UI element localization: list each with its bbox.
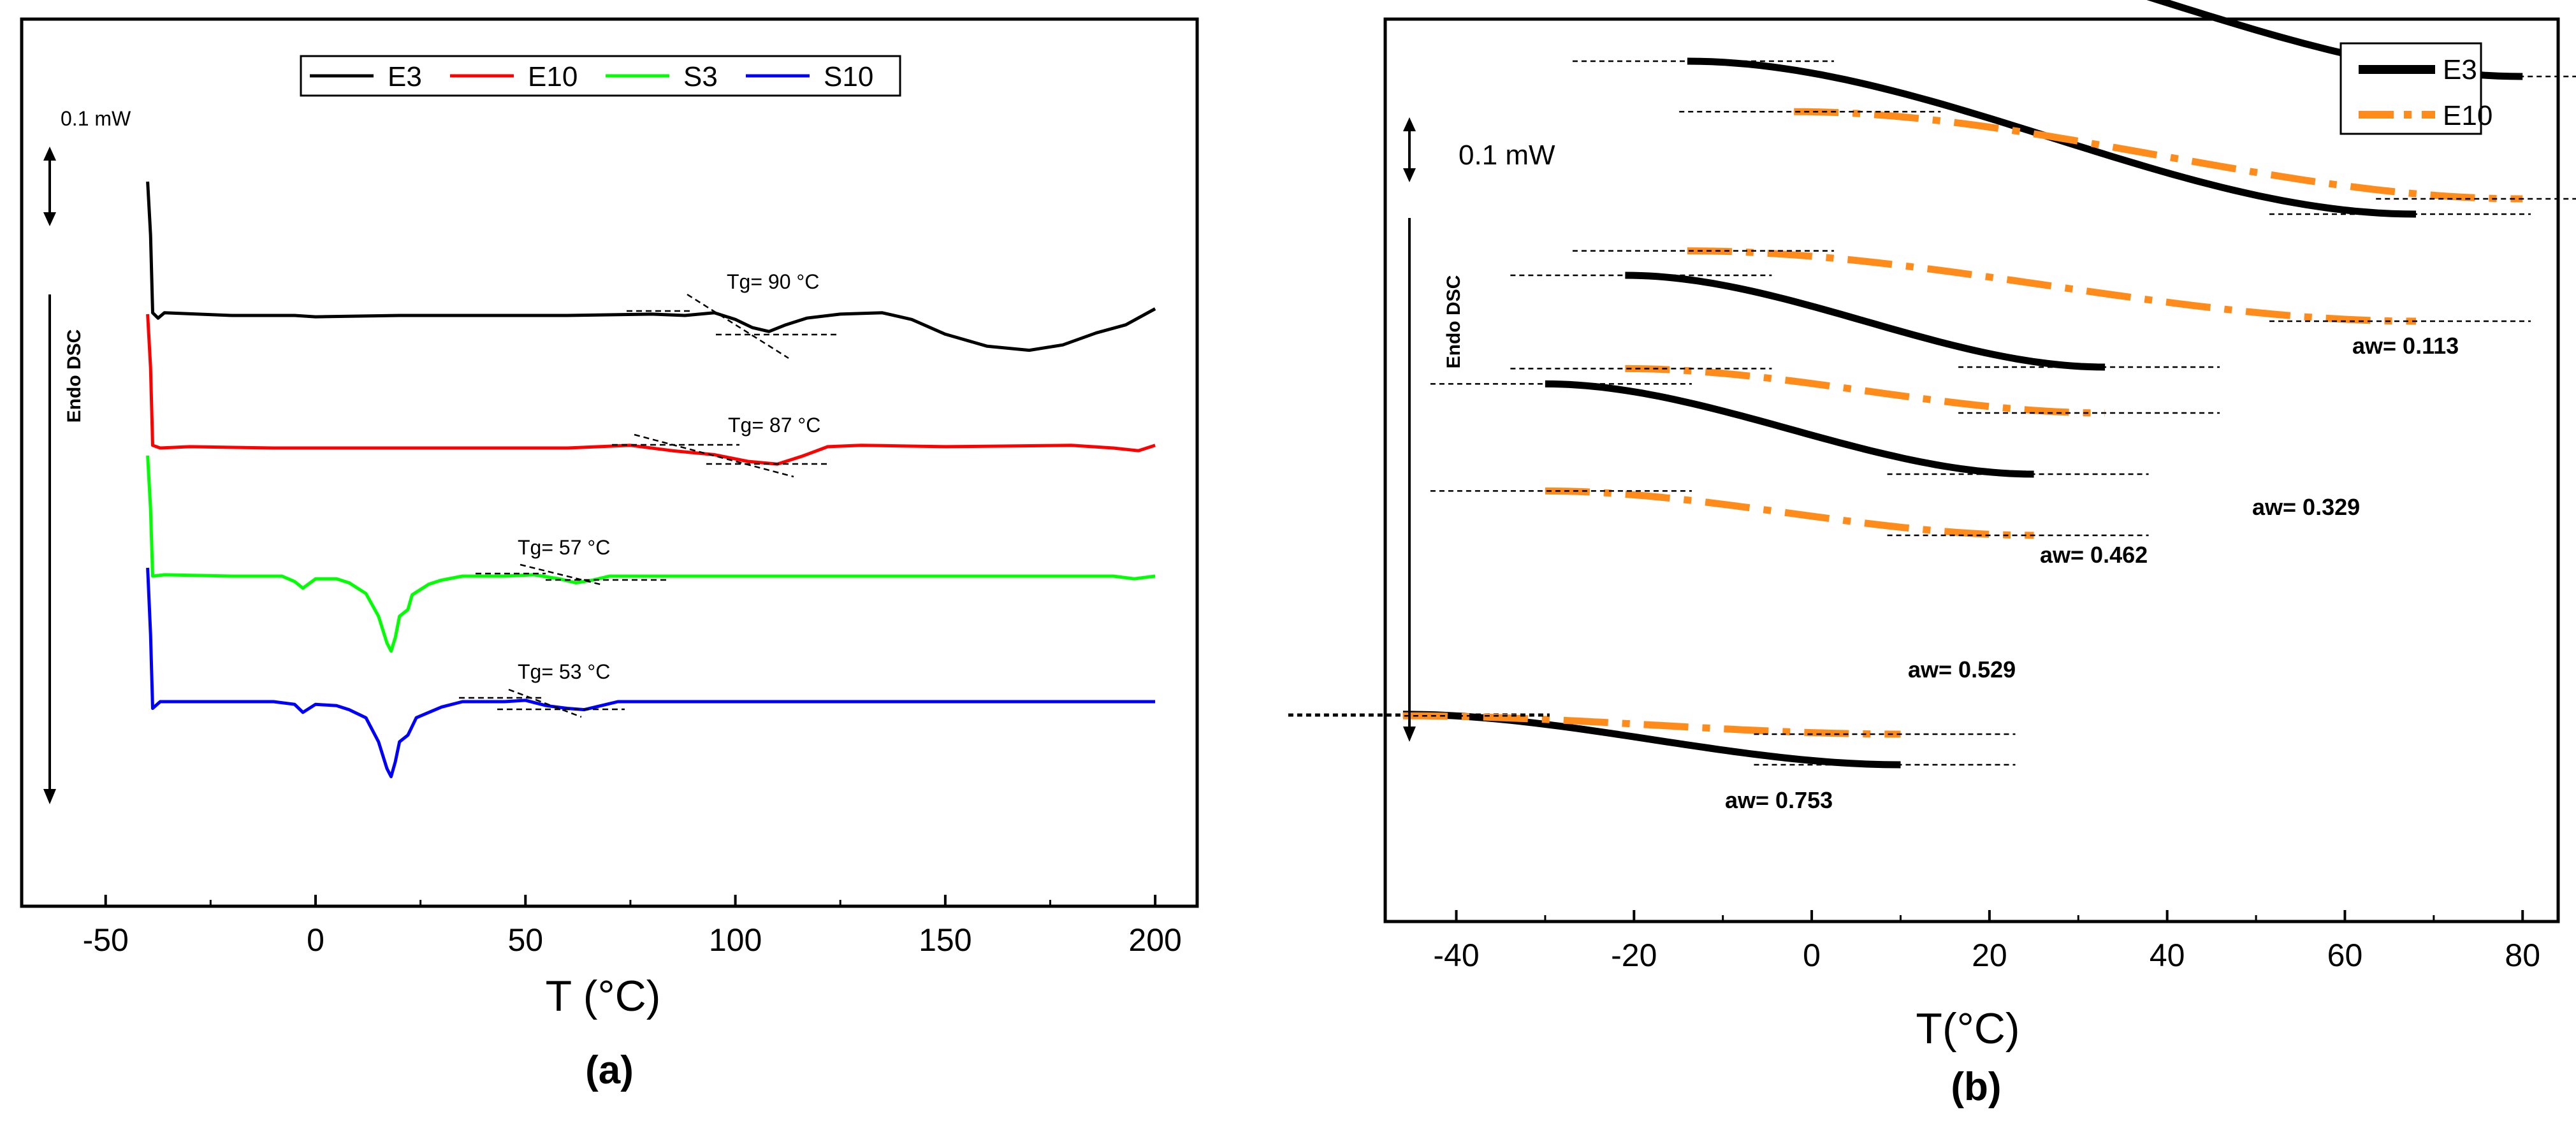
x-tick-label-a-200: 200 [1128, 922, 1181, 958]
series-line-a-e10 [146, 314, 1156, 466]
panel-b-x-axis: -40 -20 0 20 40 60 80 [1433, 910, 2540, 973]
legend-label-s3: S3 [683, 61, 718, 92]
panel-b-annotations: aw= 0.113 aw= 0.329 aw= 0.462 aw= 0.529 aw= … [1725, 333, 2459, 813]
x-axis-title-a: T (°C) [546, 972, 661, 1020]
x-tick-label-b-20: 20 [1972, 937, 2007, 973]
x-tick-label-b-20: -20 [1611, 937, 1657, 973]
panel-a-series-group [146, 181, 1156, 779]
aw-annotation-aw-0-462: aw= 0.462 [2040, 542, 2148, 568]
panel-a-x-axis: -50 0 50 100 150 200 [83, 895, 1182, 958]
series-line-a-s3 [146, 455, 1156, 653]
panel-a-legend: E3 E10 S3 S10 [300, 55, 901, 97]
x-tick-label-b-40: 40 [2150, 937, 2185, 973]
scale-bar-arrow-b [1403, 117, 1416, 182]
x-axis-title-b: T(°C) [1916, 1004, 2019, 1053]
legend-label-s10: S10 [824, 61, 873, 92]
scale-bar-arrow-a [43, 147, 56, 226]
series-line-a-e3 [146, 181, 1156, 352]
transition-curve-e10-aw-0-329 [1687, 247, 2417, 325]
legend-label-e10: E10 [528, 61, 578, 92]
aw-annotation-aw-0-113: aw= 0.113 [2352, 333, 2459, 359]
panel-label-b: (b) [1951, 1065, 2001, 1109]
tg-annotation-s3: Tg= 57 °C [518, 536, 610, 559]
panel-b-frame [1383, 17, 2560, 923]
tg-tangent-s3 [520, 563, 604, 586]
transition-curve-e10-aw-0-753 [1402, 712, 1901, 738]
transition-curve-e3-aw-0-529 [1545, 380, 2034, 478]
scale-bar-label-b: 0.1 mW [1459, 140, 1555, 171]
panel-label-a: (a) [585, 1048, 634, 1092]
transition-curve-e10-aw-0-113 [1794, 108, 2523, 203]
tg-tangent-e10 [634, 433, 794, 478]
panel-a-annotations: Tg= 90 °C Tg= 87 °C Tg= 57 °C Tg= 53 °C [459, 270, 837, 718]
x-tick-label-b-0: 0 [1803, 937, 1821, 973]
series-line-a-s10 [146, 567, 1156, 779]
x-tick-label-a-100: 100 [709, 922, 762, 958]
direction-label-a: Endo DSC [64, 329, 85, 423]
x-tick-label-b-60: 60 [2327, 937, 2363, 973]
legend-box-b [2340, 42, 2482, 135]
tg-annotation-e10: Tg= 87 °C [728, 414, 820, 437]
panel-a: -50 0 50 100 150 200 Tg= 90 °C Tg= 87 °C Tg= 57… [20, 17, 1199, 1092]
x-tick-label-a-50: 50 [507, 922, 543, 958]
endo-direction-arrow-a [43, 294, 56, 804]
x-tick-label-a-50: -50 [83, 922, 129, 958]
aw-annotation-aw-0-753: aw= 0.753 [1725, 787, 1833, 813]
panel-a-frame [20, 17, 1199, 908]
scale-bar-label-a: 0.1 mW [61, 107, 131, 130]
legend-label-e3: E3 [388, 61, 422, 92]
endo-direction-arrow-b [1403, 218, 1416, 742]
x-tick-label-a-150: 150 [919, 922, 971, 958]
tg-tangent-e3 [687, 293, 789, 359]
legend-label-b-e3: E3 [2443, 54, 2477, 85]
transition-curve-e10-aw-0-529 [1545, 487, 2034, 539]
transition-curve-e3-aw-0-462 [1625, 271, 2106, 371]
x-tick-label-b-40: -40 [1433, 937, 1479, 973]
tg-annotation-e3: Tg= 90 °C [727, 270, 819, 293]
panel-b-legend: E3 E10 [2340, 42, 2492, 135]
x-tick-label-a-0: 0 [307, 922, 324, 958]
aw-annotation-aw-0-329: aw= 0.329 [2252, 494, 2360, 520]
panel-b-series-group [1288, 0, 2576, 769]
x-tick-label-b-80: 80 [2505, 937, 2540, 973]
tg-annotation-s10: Tg= 53 °C [518, 660, 610, 683]
transition-curve-e10-aw-0-462 [1625, 365, 2106, 417]
legend-label-b-e10: E10 [2443, 100, 2492, 131]
tg-tangent-s10 [508, 688, 582, 718]
direction-label-b: Endo DSC [1443, 275, 1464, 369]
aw-annotation-aw-0-529: aw= 0.529 [1908, 656, 2016, 683]
